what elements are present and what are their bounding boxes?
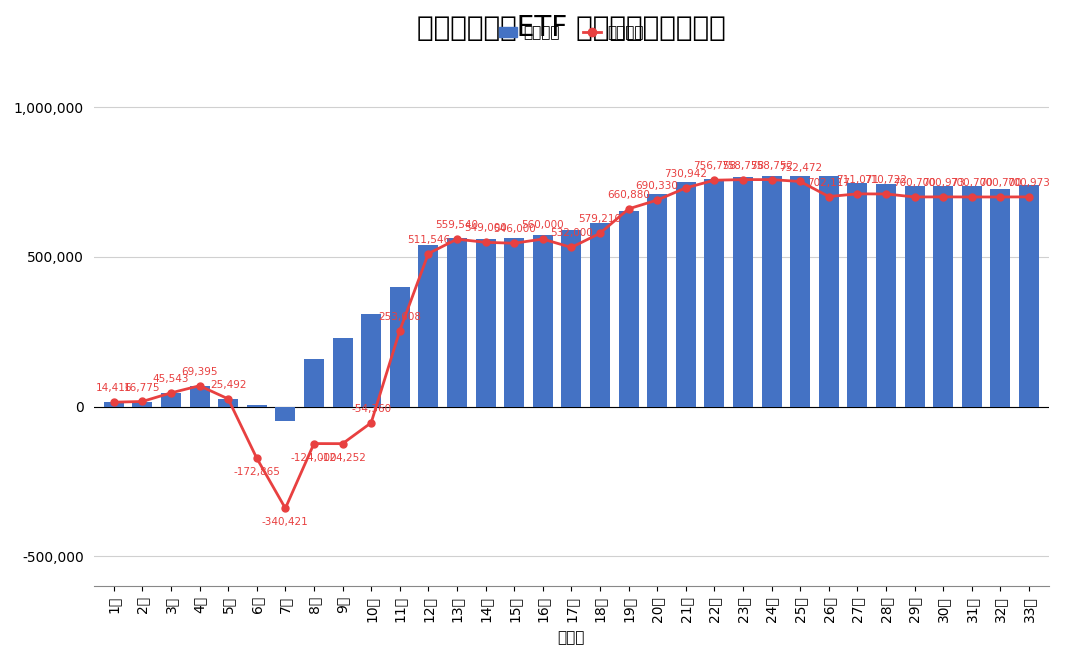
Bar	[847, 183, 867, 407]
Text: 752,472: 752,472	[779, 163, 822, 173]
Bar	[733, 177, 753, 407]
Text: 758,758: 758,758	[721, 161, 765, 171]
Text: 511,546: 511,546	[407, 235, 450, 244]
Text: 559,540: 559,540	[435, 220, 478, 230]
Bar	[1019, 185, 1039, 407]
Bar	[132, 402, 153, 407]
Text: -124,252: -124,252	[319, 453, 366, 463]
Text: -54,360: -54,360	[351, 404, 392, 414]
Text: 700,973: 700,973	[1007, 178, 1050, 188]
Text: -340,421: -340,421	[262, 517, 308, 527]
Bar	[961, 186, 982, 407]
Text: 730,942: 730,942	[665, 169, 707, 179]
Text: 546,000: 546,000	[493, 224, 536, 234]
Bar	[361, 314, 381, 407]
Text: 560,000: 560,000	[522, 220, 564, 230]
Bar	[791, 176, 810, 407]
Bar	[190, 386, 209, 407]
Text: 702,117: 702,117	[808, 177, 850, 188]
Text: 700,973: 700,973	[922, 178, 965, 188]
Legend: 累計利益, 実現損益: 累計利益, 実現損益	[493, 19, 650, 46]
Text: -172,865: -172,865	[234, 467, 281, 477]
Bar	[590, 223, 610, 407]
Bar	[505, 237, 524, 407]
Text: 690,330: 690,330	[636, 181, 679, 191]
Bar	[818, 176, 839, 407]
Bar	[218, 399, 238, 407]
Bar	[161, 393, 181, 407]
Bar	[447, 237, 467, 407]
Text: 549,000: 549,000	[464, 223, 507, 233]
Bar	[876, 184, 896, 407]
X-axis label: 経過週: 経過週	[558, 630, 585, 645]
Text: 700,700: 700,700	[893, 178, 936, 188]
Text: 710,722: 710,722	[864, 175, 907, 185]
Text: 69,395: 69,395	[181, 367, 218, 377]
Bar	[103, 402, 124, 407]
Text: 700,700: 700,700	[951, 178, 993, 188]
Bar	[905, 186, 925, 407]
Text: 16,775: 16,775	[124, 382, 161, 393]
Title: トライオートETF ピラミッド戦略実績: トライオートETF ピラミッド戦略実績	[417, 14, 726, 42]
Text: -124,000: -124,000	[290, 453, 337, 463]
Bar	[648, 194, 667, 407]
Text: 253,608: 253,608	[379, 312, 421, 322]
Bar	[990, 188, 1010, 407]
Text: 758,752: 758,752	[750, 161, 793, 171]
Text: 700,700: 700,700	[980, 178, 1022, 188]
Bar	[704, 179, 724, 407]
Bar	[532, 235, 553, 407]
Bar	[762, 176, 782, 407]
Text: 532,000: 532,000	[550, 229, 593, 239]
Bar	[476, 239, 495, 407]
Bar	[418, 245, 439, 407]
Bar	[934, 186, 953, 407]
Text: 25,492: 25,492	[210, 380, 246, 390]
Bar	[675, 183, 696, 407]
Text: 14,416: 14,416	[96, 384, 132, 393]
Bar	[561, 230, 582, 407]
Text: 711,071: 711,071	[835, 175, 879, 185]
Bar	[246, 405, 267, 407]
Text: 579,210: 579,210	[578, 214, 621, 224]
Bar	[304, 358, 324, 407]
Bar	[333, 337, 352, 407]
Text: 756,758: 756,758	[692, 161, 736, 171]
Bar	[275, 407, 296, 422]
Text: 45,543: 45,543	[153, 374, 189, 384]
Text: 660,880: 660,880	[607, 190, 650, 200]
Bar	[619, 211, 638, 407]
Bar	[389, 287, 410, 407]
